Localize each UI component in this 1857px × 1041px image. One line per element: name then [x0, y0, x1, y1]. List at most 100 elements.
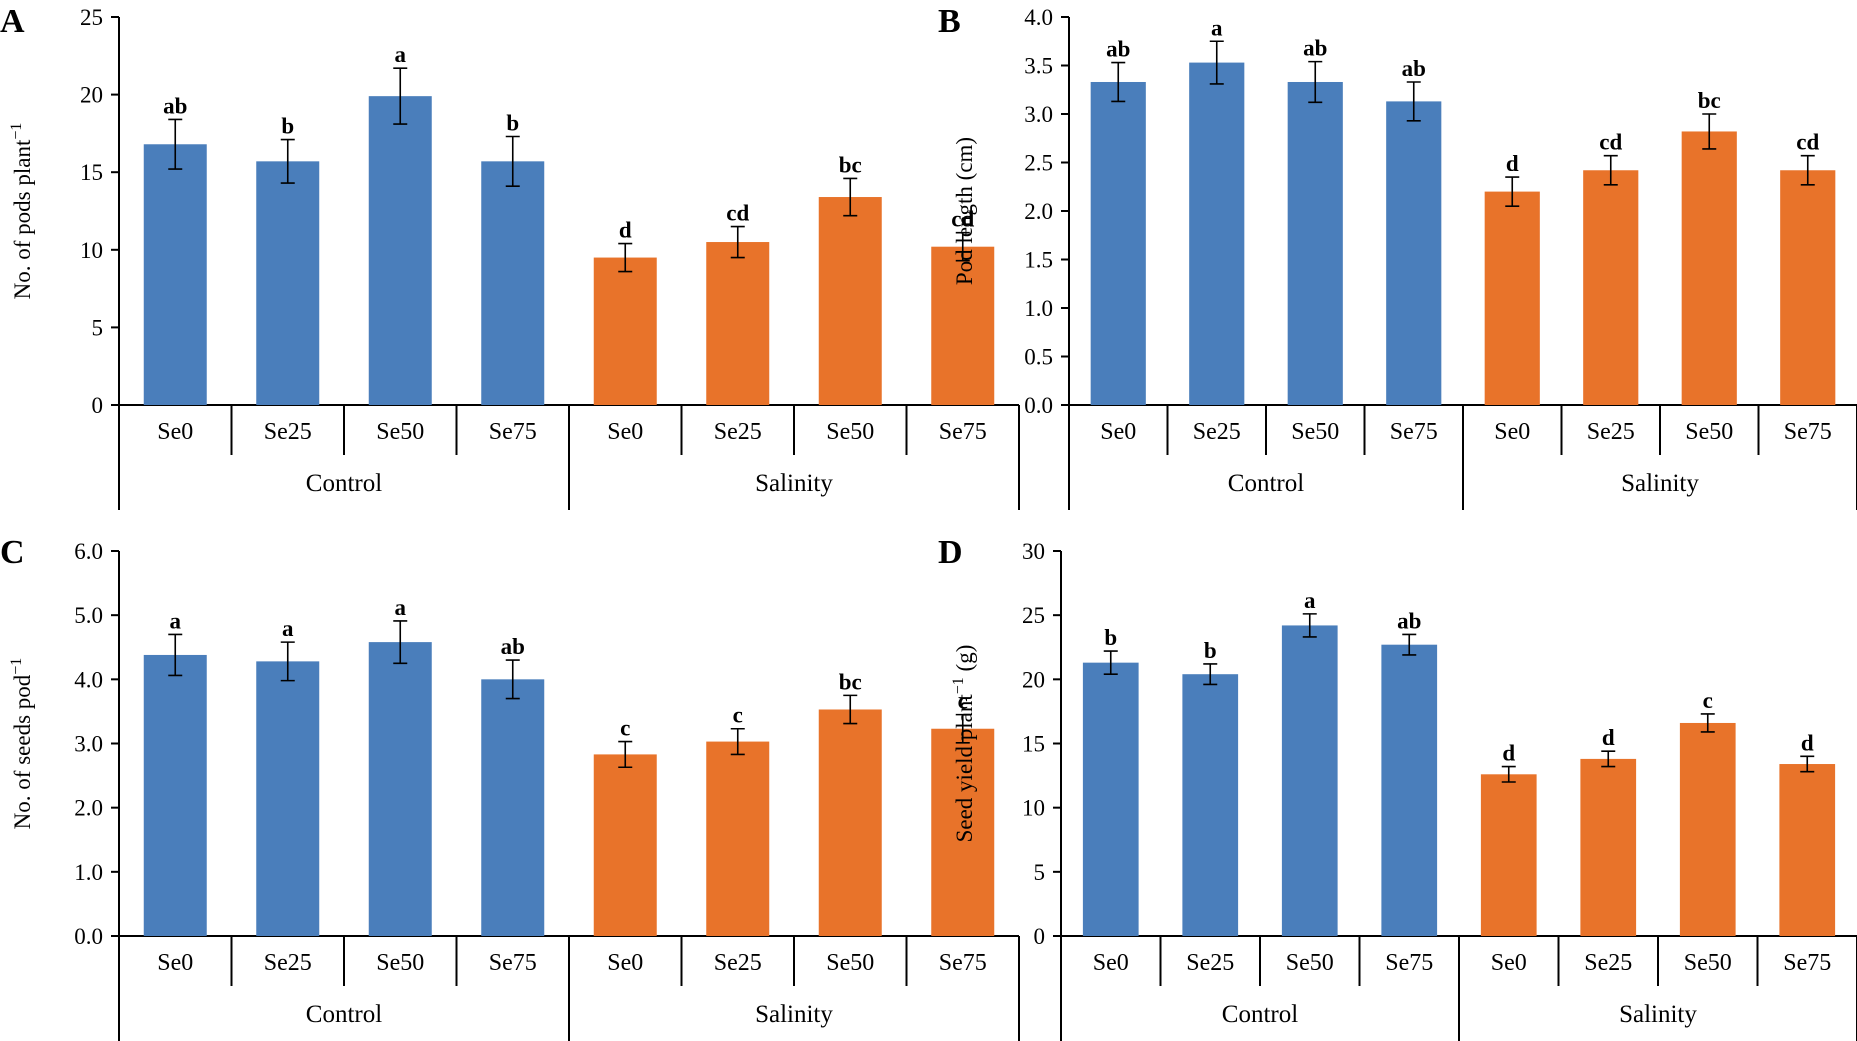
bar-control-se75	[1381, 644, 1438, 936]
error-bar	[505, 659, 520, 700]
bar-control-se50	[1287, 81, 1343, 406]
category-label: Se0	[157, 419, 193, 445]
error-bar	[1406, 81, 1421, 122]
significance-letter: bc	[839, 152, 862, 177]
panel-letter: B	[938, 3, 961, 40]
bar-control-se0	[1090, 81, 1146, 406]
bar-control-se50	[1281, 625, 1338, 936]
significance-letter: a	[170, 608, 182, 633]
y-tick-label: 1.0	[74, 860, 103, 885]
y-axis-label-text: Pod length (cm)	[952, 137, 977, 285]
y-tick-label: 20	[1022, 667, 1045, 692]
y-tick-label: 5	[92, 315, 104, 340]
y-axis-label: Pod length (cm)	[952, 137, 977, 285]
error-bar	[393, 67, 408, 125]
error-bar	[280, 138, 295, 184]
y-axis-label-superscript: −1	[8, 658, 25, 675]
bar-salinity-se50	[818, 709, 882, 936]
bar-control-se25	[256, 661, 320, 936]
y-tick-label: 3.5	[1024, 54, 1053, 79]
y-tick-label: 4.0	[74, 667, 103, 692]
bar-control-se25	[256, 161, 320, 405]
bar-control-se25	[1189, 62, 1245, 406]
category-label: Se0	[1100, 419, 1136, 445]
panel-letter: D	[938, 534, 963, 571]
group-label: Salinity	[1619, 1001, 1697, 1028]
bar-salinity-se75	[931, 728, 995, 936]
error-bar	[1402, 633, 1417, 656]
significance-letter: c	[733, 703, 743, 728]
category-label: Se0	[1494, 419, 1530, 445]
y-tick-label: 1.5	[1024, 248, 1053, 273]
bar-salinity-se0	[593, 257, 657, 405]
error-bar	[280, 641, 295, 682]
bar-salinity-se75	[931, 246, 995, 405]
bar-control-se0	[143, 654, 207, 936]
y-tick-label: 10	[80, 238, 103, 263]
category-label: Se0	[1491, 950, 1527, 976]
y-tick-label: 3.0	[1024, 102, 1053, 127]
error-bar	[1601, 750, 1616, 768]
y-tick-label: 3.0	[74, 732, 103, 757]
y-tick-label: 2.5	[1024, 151, 1053, 176]
significance-letter: b	[506, 111, 519, 136]
significance-letter: ab	[501, 634, 525, 659]
error-bar	[1111, 61, 1126, 103]
significance-letter: b	[281, 114, 294, 139]
error-bar	[393, 620, 408, 665]
chart-panel-b: B 0.0 0.5 1.0 1.5 2.0 2.5 3.0 3.5 4.0 Pod length (…	[938, 3, 1857, 510]
panel-letter: C	[0, 534, 25, 571]
error-bar	[1501, 765, 1516, 783]
significance-letter: cd	[1599, 130, 1622, 155]
y-axis-label-text: No. of seeds pod	[10, 674, 35, 829]
significance-letter: d	[1801, 730, 1814, 755]
category-label: Se0	[607, 419, 643, 445]
y-tick-label: 6.0	[74, 539, 103, 564]
error-bar	[1800, 154, 1815, 186]
y-tick-label: 2.0	[74, 796, 103, 821]
error-bar	[1203, 663, 1218, 686]
error-bar	[1103, 650, 1118, 675]
y-tick-label: 2.0	[1024, 199, 1053, 224]
error-bar	[618, 242, 633, 273]
bar-salinity-se50	[818, 197, 882, 405]
category-label: Se25	[1587, 419, 1635, 445]
error-bar	[955, 231, 970, 262]
significance-letter: ab	[1106, 37, 1130, 62]
significance-letter: ab	[1303, 36, 1327, 61]
error-bar	[618, 740, 633, 769]
y-tick-label: 20	[80, 83, 103, 108]
error-bar	[1302, 613, 1317, 638]
y-tick-label: 0	[92, 393, 104, 418]
significance-letter: bc	[1698, 88, 1721, 113]
bar-control-se75	[481, 161, 545, 405]
significance-letter: a	[1211, 15, 1223, 40]
group-label: Control	[306, 470, 382, 497]
significance-letter: d	[1506, 151, 1519, 176]
y-axis-label-text: No. of pods plant	[10, 139, 35, 299]
category-label: Se75	[489, 950, 537, 976]
group-label: Salinity	[1621, 470, 1699, 497]
significance-letter: c	[958, 689, 968, 714]
y-tick-label: 4.0	[1024, 5, 1053, 30]
y-tick-label: 0	[1034, 924, 1046, 949]
error-bar	[843, 694, 858, 725]
significance-letter: ab	[1402, 56, 1426, 81]
category-label: Se25	[264, 950, 312, 976]
bar-salinity-se50	[1679, 722, 1736, 936]
panel-letter: A	[0, 3, 25, 40]
error-bar	[1702, 113, 1717, 150]
bar-control-se50	[368, 642, 432, 936]
significance-letter: b	[1104, 625, 1117, 650]
category-label: Se25	[1186, 950, 1234, 976]
bar-salinity-se0	[1480, 774, 1537, 936]
significance-letter: c	[620, 716, 630, 741]
y-tick-label: 15	[1022, 732, 1045, 757]
category-label: Se50	[826, 950, 874, 976]
y-tick-label: 0.0	[74, 924, 103, 949]
error-bar	[955, 713, 970, 744]
significance-letter: ab	[163, 93, 187, 118]
bar-control-se0	[143, 144, 207, 405]
error-bar	[1603, 154, 1618, 186]
